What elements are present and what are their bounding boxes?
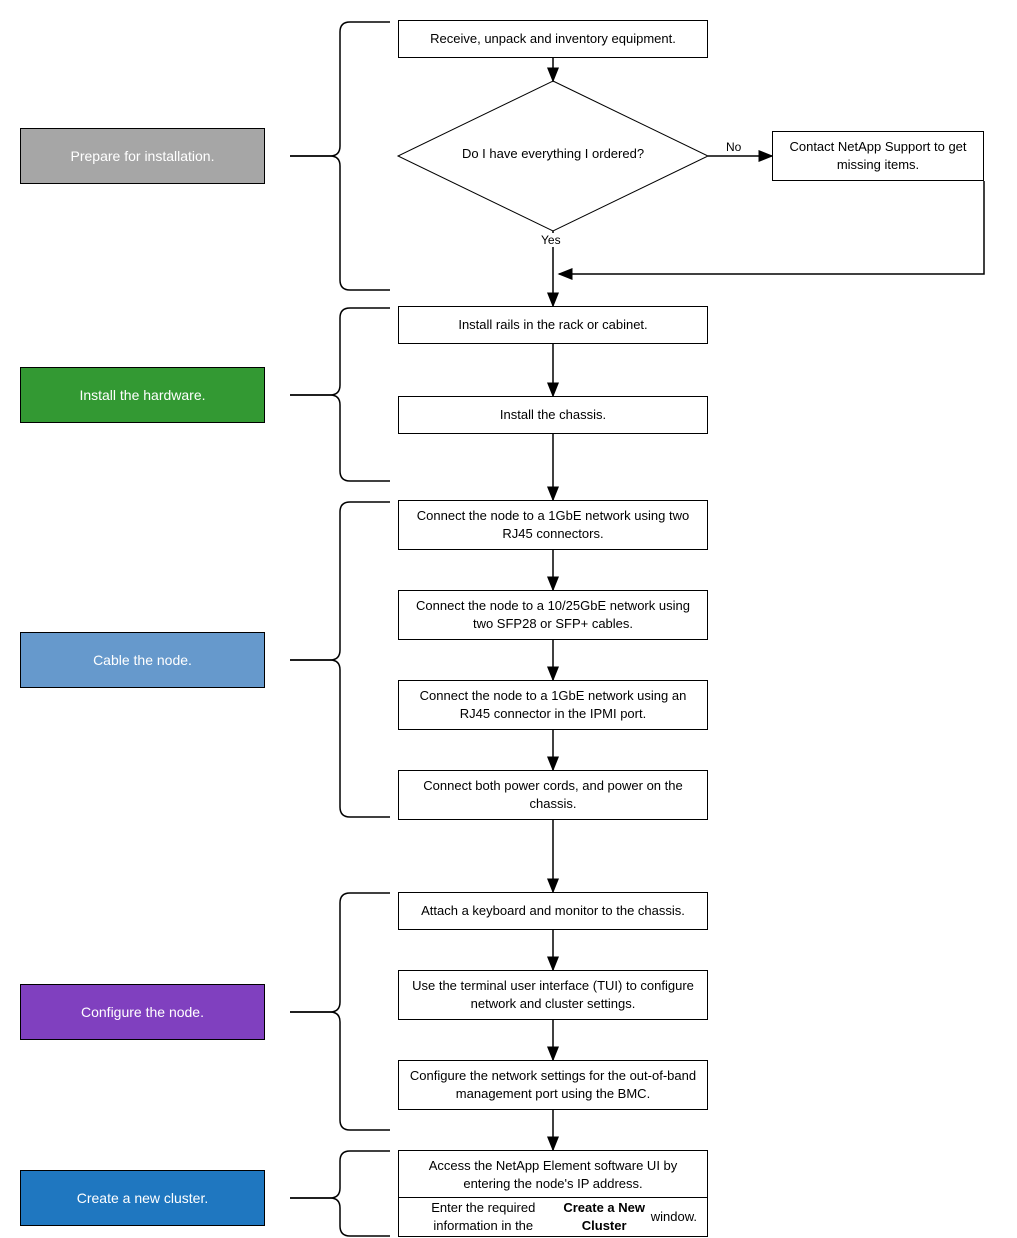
- step-cable-power: Connect both power cords, and power on t…: [398, 770, 708, 820]
- step-cable-1gbe: Connect the node to a 1GbE network using…: [398, 500, 708, 550]
- step-cfg-tui: Use the terminal user interface (TUI) to…: [398, 970, 708, 1020]
- phase-prepare: Prepare for installation.: [20, 128, 265, 184]
- phase-configure: Configure the node.: [20, 984, 265, 1040]
- step-install-chassis: Install the chassis.: [398, 396, 708, 434]
- step-cluster-enter: Enter the required information in the Cr…: [398, 1197, 708, 1237]
- step-receive: Receive, unpack and inventory equipment.: [398, 20, 708, 58]
- step-cable-1025gbe: Connect the node to a 10/25GbE network u…: [398, 590, 708, 640]
- decision-label: Do I have everything I ordered?: [443, 146, 663, 161]
- step-cable-ipmi: Connect the node to a 1GbE network using…: [398, 680, 708, 730]
- step-install-rails: Install rails in the rack or cabinet.: [398, 306, 708, 344]
- phase-cluster: Create a new cluster.: [20, 1170, 265, 1226]
- edge-label-yes: Yes: [541, 233, 561, 247]
- step-cfg-bmc: Configure the network settings for the o…: [398, 1060, 708, 1110]
- phase-install: Install the hardware.: [20, 367, 265, 423]
- step-cluster-ui: Access the NetApp Element software UI by…: [398, 1150, 708, 1200]
- step-contact-support: Contact NetApp Support to get missing it…: [772, 131, 984, 181]
- flowchart-canvas: Prepare for installation. Install the har…: [0, 0, 1017, 1238]
- step-cfg-keyboard: Attach a keyboard and monitor to the cha…: [398, 892, 708, 930]
- phase-cable: Cable the node.: [20, 632, 265, 688]
- edge-label-no: No: [726, 140, 741, 154]
